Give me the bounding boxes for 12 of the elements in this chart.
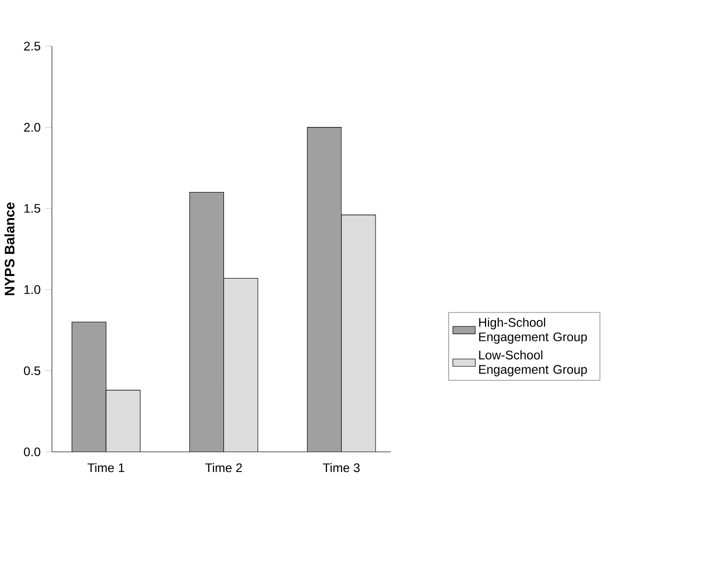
y-tick-label: 2.5 bbox=[24, 42, 40, 51]
x-tick-label: Time 2 bbox=[205, 463, 242, 472]
legend-label: High-School Engagement Group bbox=[479, 318, 587, 344]
y-axis-title: NYPS Balance bbox=[4, 202, 14, 296]
legend-label: Low-School Engagement Group bbox=[479, 350, 587, 376]
y-tick-label: 1.5 bbox=[24, 204, 40, 213]
y-tick-label: 1.0 bbox=[24, 285, 40, 294]
y-tick-label: 0.5 bbox=[24, 366, 40, 376]
y-tick-label: 0.0 bbox=[24, 448, 40, 456]
x-tick-label: Time 3 bbox=[322, 463, 360, 472]
x-tick-label: Time 1 bbox=[88, 463, 124, 472]
y-tick-label: 2.0 bbox=[24, 122, 40, 132]
